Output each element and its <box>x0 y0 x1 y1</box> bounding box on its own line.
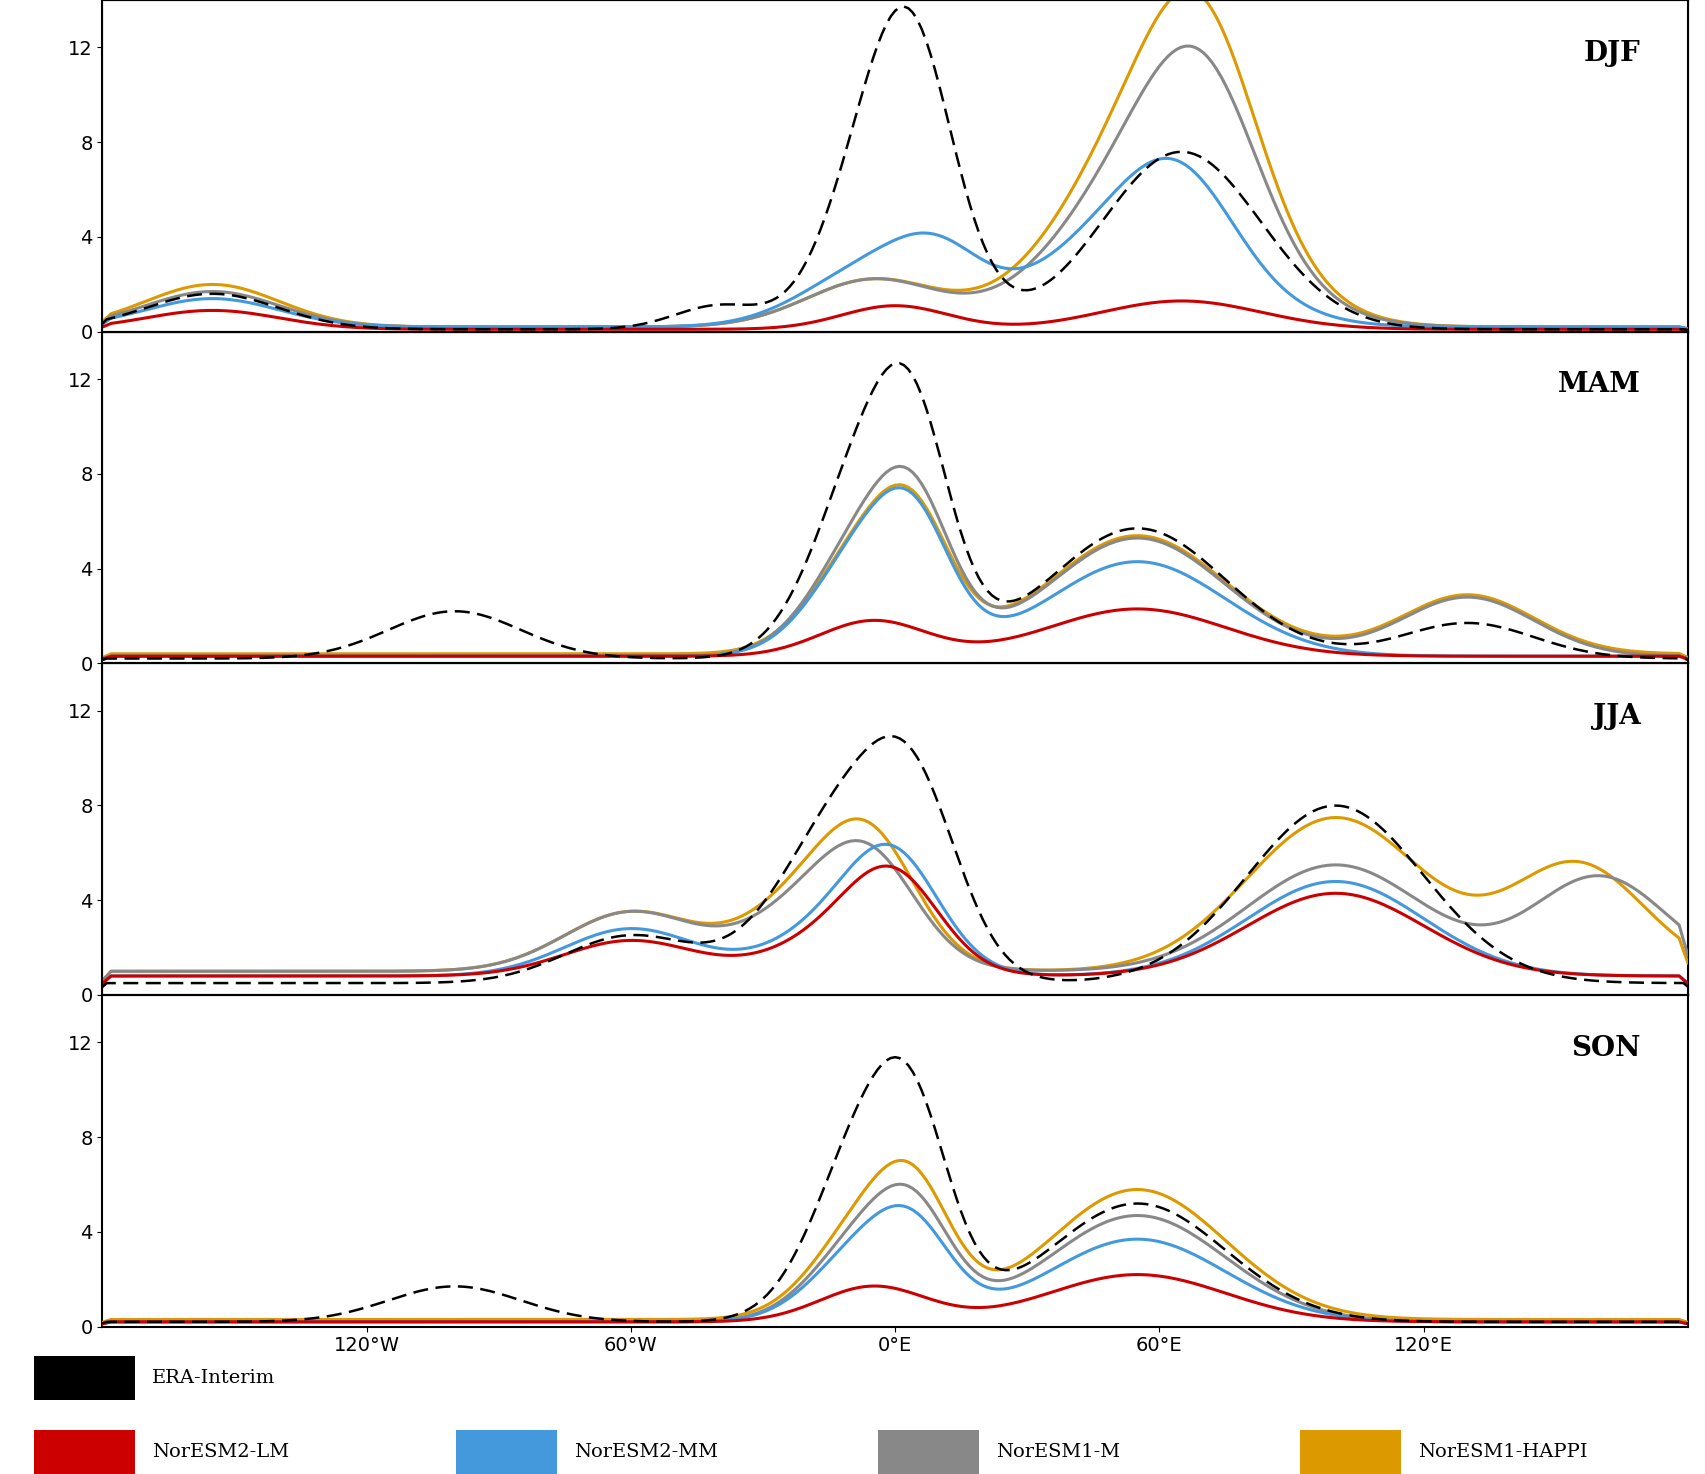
Text: MAM: MAM <box>1557 371 1640 398</box>
Text: NorESM1-M: NorESM1-M <box>996 1443 1120 1461</box>
Text: 60°E: 60°E <box>1136 688 1183 708</box>
Text: NorESM1-HAPPI: NorESM1-HAPPI <box>1419 1443 1587 1461</box>
Text: 60°W: 60°W <box>604 1020 658 1039</box>
Text: NorESM2-LM: NorESM2-LM <box>152 1443 290 1461</box>
Text: 120°W: 120°W <box>334 357 399 376</box>
Text: 120°E: 120°E <box>1395 1020 1453 1039</box>
FancyBboxPatch shape <box>455 1430 558 1474</box>
Text: 60°W: 60°W <box>604 688 658 708</box>
Text: 0°E: 0°E <box>878 357 912 376</box>
Text: 120°W: 120°W <box>334 688 399 708</box>
Text: 120°E: 120°E <box>1395 688 1453 708</box>
FancyBboxPatch shape <box>1299 1430 1402 1474</box>
Text: 0°E: 0°E <box>878 1020 912 1039</box>
Text: ERA-Interim: ERA-Interim <box>152 1369 275 1387</box>
Text: DJF: DJF <box>1584 40 1640 66</box>
Text: 120°W: 120°W <box>334 1020 399 1039</box>
FancyBboxPatch shape <box>34 1430 135 1474</box>
FancyBboxPatch shape <box>34 1356 135 1400</box>
Text: 60°E: 60°E <box>1136 1020 1183 1039</box>
Text: 60°W: 60°W <box>604 357 658 376</box>
Text: JJA: JJA <box>1592 703 1640 730</box>
Text: SON: SON <box>1570 1035 1640 1061</box>
Text: 120°E: 120°E <box>1395 357 1453 376</box>
FancyBboxPatch shape <box>878 1430 979 1474</box>
Text: 0°E: 0°E <box>878 688 912 708</box>
Text: NorESM2-MM: NorESM2-MM <box>575 1443 718 1461</box>
Text: 60°E: 60°E <box>1136 357 1183 376</box>
